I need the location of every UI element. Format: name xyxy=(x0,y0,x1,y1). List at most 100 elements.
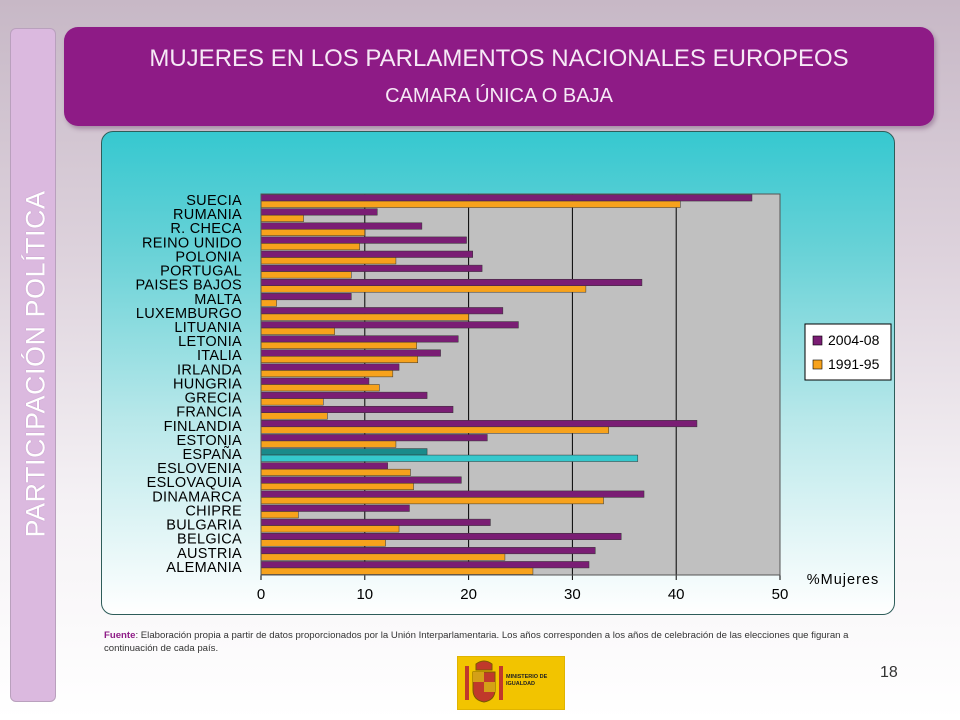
category-label: PORTUGAL xyxy=(160,264,242,280)
ministry-logo: MINISTERIO DE IGUALDAD xyxy=(457,656,565,710)
bar-dinamarca-1991-95 xyxy=(260,497,604,505)
bar-bulgaria-2004-08 xyxy=(260,518,491,526)
bar-reino-unido-1991-95 xyxy=(260,243,360,251)
bar-eslovenia-1991-95 xyxy=(260,468,411,476)
bar-grecia-1991-95 xyxy=(260,398,324,406)
category-label: MALTA xyxy=(194,292,242,308)
category-label: GRECIA xyxy=(185,391,242,407)
bar-finlandia-1991-95 xyxy=(260,426,609,434)
category-label: POLONIA xyxy=(175,249,242,265)
category-label: R. CHECA xyxy=(170,221,242,237)
bar-lituania-2004-08 xyxy=(260,321,519,329)
bar-estonia-1991-95 xyxy=(260,440,397,448)
bar-polonia-2004-08 xyxy=(260,250,474,258)
bar-paises-bajos-2004-08 xyxy=(260,278,643,286)
x-axis-label: %Mujeres xyxy=(807,572,879,588)
bar-eslovaquia-2004-08 xyxy=(260,476,462,484)
ministry-name: MINISTERIO DE IGUALDAD xyxy=(506,674,548,687)
bar-irlanda-1991-95 xyxy=(260,370,394,378)
x-tick-label: 40 xyxy=(668,586,685,603)
bar-rumania-2004-08 xyxy=(260,208,378,216)
category-label: SUECIA xyxy=(186,193,242,209)
bar-lituania-1991-95 xyxy=(260,327,335,335)
bar-hungria-1991-95 xyxy=(260,384,380,392)
chart-panel: 0 10 20 30 40 50 SUECIA RUMANIA R. CHECA REINO UN… xyxy=(101,131,895,615)
legend-label: 2004-08 xyxy=(828,332,880,348)
bar-finlandia-2004-08 xyxy=(260,420,698,428)
category-label: FINLANDIA xyxy=(164,419,242,435)
category-label: LETONIA xyxy=(178,334,242,350)
x-tick-label: 50 xyxy=(772,586,789,603)
category-label: HUNGRIA xyxy=(173,376,242,392)
bar-malta-1991-95 xyxy=(260,299,277,307)
bar-italia-1991-95 xyxy=(260,356,418,364)
side-panel xyxy=(10,28,56,702)
category-label: FRANCIA xyxy=(176,405,242,421)
bar-letonia-2004-08 xyxy=(260,335,459,343)
source-note: Fuente: Elaboración propia a partir de d… xyxy=(104,629,904,655)
page-number: 18 xyxy=(880,664,898,681)
title-banner: MUJERES EN LOS PARLAMENTOS NACIONALES EU… xyxy=(64,27,934,126)
category-label: AUSTRIA xyxy=(177,546,242,562)
category-label: ESLOVENIA xyxy=(157,461,242,477)
category-label: ESLOVAQUIA xyxy=(147,475,242,491)
coat-of-arms-icon xyxy=(465,660,503,703)
bar-chipre-1991-95 xyxy=(260,511,299,519)
bar-r-checa-1991-95 xyxy=(260,229,366,237)
bar-austria-2004-08 xyxy=(260,547,596,555)
bar-suecia-1991-95 xyxy=(260,200,681,208)
bar-italia-2004-08 xyxy=(260,349,441,357)
bar-r-checa-2004-08 xyxy=(260,222,423,230)
category-label: LUXEMBURGO xyxy=(136,306,242,322)
bar-suecia-2004-08 xyxy=(260,194,753,202)
bar-portugal-2004-08 xyxy=(260,264,483,272)
bar-belgica-2004-08 xyxy=(260,532,622,540)
bar-espana-2004-08 xyxy=(260,448,428,456)
bar-estonia-2004-08 xyxy=(260,434,488,442)
category-label: ESTONIA xyxy=(177,433,243,449)
category-label: LITUANIA xyxy=(174,320,242,336)
bar-rumania-1991-95 xyxy=(260,214,304,222)
x-tick-label: 0 xyxy=(257,586,265,603)
bar-paises-bajos-1991-95 xyxy=(260,285,587,293)
bar-luxemburgo-2004-08 xyxy=(260,307,504,315)
source-label: Fuente xyxy=(104,630,136,641)
category-label: RUMANIA xyxy=(173,207,242,223)
plot-border xyxy=(260,193,781,576)
category-label: ALEMANIA xyxy=(166,560,242,576)
category-label: ITALIA xyxy=(197,348,242,364)
x-tick-label: 30 xyxy=(564,586,581,603)
bar-austria-1991-95 xyxy=(260,553,506,561)
x-tick-label: 20 xyxy=(460,586,477,603)
side-section-label: PARTICIPACIÓN POLÍTICA xyxy=(20,190,51,538)
category-label: IRLANDA xyxy=(177,362,242,378)
bar-francia-2004-08 xyxy=(260,405,454,413)
bar-dinamarca-2004-08 xyxy=(260,490,645,498)
legend xyxy=(804,323,892,381)
bar-francia-1991-95 xyxy=(260,412,328,420)
source-text: : Elaboración propia a partir de datos p… xyxy=(104,630,849,654)
bar-alemania-2004-08 xyxy=(260,561,590,569)
bar-portugal-1991-95 xyxy=(260,271,352,279)
legend-swatch-1991-95 xyxy=(812,359,823,370)
bar-bulgaria-1991-95 xyxy=(260,525,400,533)
bar-eslovenia-2004-08 xyxy=(260,462,388,470)
bar-espana-1991-95 xyxy=(260,454,639,462)
page-subtitle: CAMARA ÚNICA O BAJA xyxy=(385,85,613,107)
bar-alemania-1991-95 xyxy=(260,567,534,575)
bar-malta-2004-08 xyxy=(260,293,352,301)
bar-irlanda-2004-08 xyxy=(260,363,400,371)
bar-grecia-2004-08 xyxy=(260,391,428,399)
bar-chipre-2004-08 xyxy=(260,504,410,512)
bar-hungria-2004-08 xyxy=(260,377,370,385)
category-label: BELGICA xyxy=(177,532,242,548)
legend-swatch-2004-08 xyxy=(812,335,823,346)
bar-luxemburgo-1991-95 xyxy=(260,313,469,321)
category-label: BULGARIA xyxy=(166,518,242,534)
bar-polonia-1991-95 xyxy=(260,257,397,265)
category-label: CHIPRE xyxy=(185,503,242,519)
bar-letonia-1991-95 xyxy=(260,341,417,349)
legend-label: 1991-95 xyxy=(828,356,880,372)
category-label: ESPAÑA xyxy=(182,446,242,463)
